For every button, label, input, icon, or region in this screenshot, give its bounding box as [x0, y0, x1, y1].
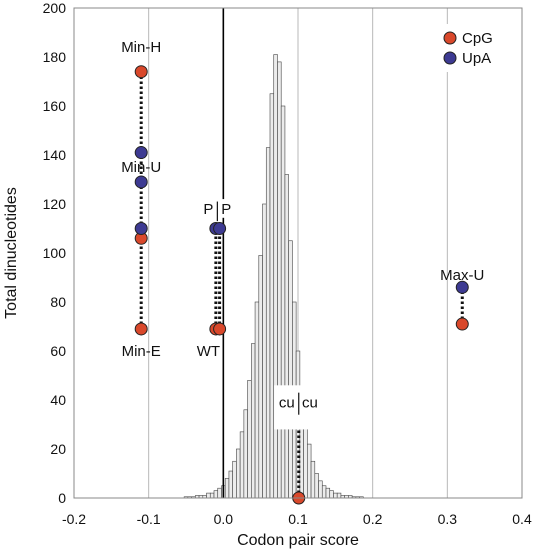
point-label: WT — [197, 343, 220, 360]
histogram-bar — [258, 255, 263, 499]
x-tick-label: -0.1 — [137, 511, 161, 527]
y-axis-title: Total dinucleotides — [3, 187, 20, 319]
histogram-bar — [232, 460, 237, 499]
histogram-bar — [310, 460, 316, 499]
histogram-bar — [239, 431, 245, 499]
point-label: Min-H — [121, 39, 161, 56]
x-tick-label: 0.3 — [438, 511, 458, 527]
histogram-bar — [228, 470, 233, 499]
upa-point — [213, 222, 227, 235]
upa-point — [134, 222, 148, 235]
point-label: Min-U — [121, 159, 161, 176]
point-label: Max-U — [440, 267, 484, 284]
legend-cpg-label: CpG — [462, 30, 493, 47]
cpg-point — [455, 317, 469, 331]
upa-point — [455, 280, 469, 294]
histogram-bar — [277, 61, 282, 499]
histogram-bar — [288, 240, 293, 499]
histogram-bar — [303, 421, 308, 499]
point-labels: Min-H Min-U Min-E P P WT Max-U cu cu — [121, 39, 484, 430]
y-tick-label: 80 — [50, 294, 66, 310]
legend: CpG UpA — [432, 24, 506, 72]
histogram — [183, 54, 364, 499]
upa-point — [134, 175, 148, 189]
x-tick-label: 0.0 — [214, 511, 234, 527]
histogram-bar — [269, 93, 275, 499]
y-tick-label: 20 — [50, 441, 66, 457]
y-tick-label: 200 — [43, 0, 67, 16]
x-tick-label: 0.1 — [288, 511, 308, 527]
histogram-bar — [213, 490, 219, 499]
x-tick-label: 0.4 — [512, 511, 532, 527]
histogram-bar — [321, 485, 327, 499]
point-label: P — [221, 201, 231, 218]
histogram-bar — [254, 301, 260, 499]
legend-upa-label: UpA — [462, 50, 491, 67]
histogram-bar — [329, 490, 334, 499]
point-label: Min-E — [122, 343, 161, 360]
histogram-bar — [314, 473, 319, 499]
y-tick-label: 120 — [43, 196, 67, 212]
cpg-point — [134, 322, 148, 336]
cpg-point — [213, 322, 227, 336]
axes — [73, 7, 523, 499]
y-tick-label: 0 — [58, 490, 66, 506]
y-tick-label: 100 — [43, 245, 67, 261]
histogram-bar — [262, 203, 267, 499]
histogram-bar — [224, 478, 230, 499]
y-tick-label: 140 — [43, 147, 67, 163]
upa-point — [134, 146, 148, 160]
legend-cpg-marker — [443, 31, 457, 45]
y-tick-label: 160 — [43, 98, 67, 114]
histogram-bar — [336, 492, 342, 499]
histogram-bar — [325, 487, 331, 499]
legend-box — [432, 24, 506, 72]
histogram-bar — [273, 54, 278, 499]
y-tick-label: 60 — [50, 343, 66, 359]
histogram-bar — [243, 409, 248, 499]
y-tick-label: 40 — [50, 392, 66, 408]
cpg-point — [134, 65, 148, 79]
histogram-bar — [265, 147, 271, 499]
histogram-bar — [284, 174, 289, 499]
histogram-bar — [247, 380, 252, 499]
point-label: P — [203, 201, 213, 218]
histogram-bar — [251, 343, 256, 499]
tick-labels: -0.2 -0.1 0.0 0.1 0.2 0.3 0.4 0 20 40 60 80 100 120 14… — [43, 0, 532, 527]
x-axis-title: Codon pair score — [237, 532, 359, 549]
histogram-bar — [280, 105, 286, 499]
histogram-bar — [206, 492, 211, 499]
histogram-bar — [217, 487, 222, 499]
histogram-bar — [209, 492, 215, 499]
histogram-bar — [333, 492, 338, 499]
histogram-bar — [318, 480, 323, 499]
x-tick-label: -0.2 — [62, 511, 86, 527]
y-tick-label: 180 — [43, 49, 67, 65]
point-label: cu — [302, 394, 318, 411]
histogram-bar — [307, 443, 312, 499]
point-label: cu — [279, 394, 295, 411]
x-tick-label: 0.2 — [363, 511, 383, 527]
plot-frame — [73, 7, 523, 499]
histogram-bar — [236, 448, 241, 499]
legend-upa-marker — [443, 51, 457, 65]
